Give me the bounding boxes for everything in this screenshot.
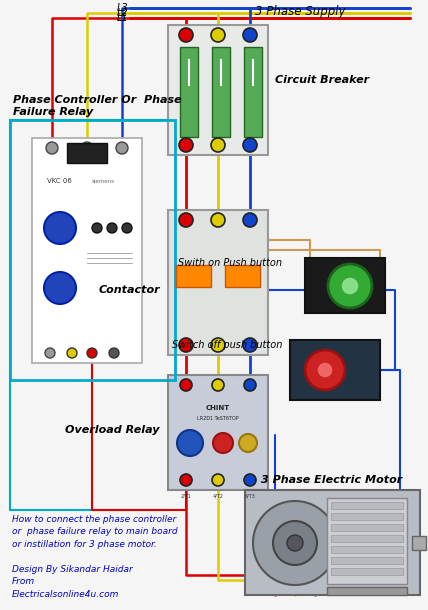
Text: How to connect the phase controller
or  phase failure relay to main board
or ins: How to connect the phase controller or p…	[12, 515, 178, 549]
Bar	[245, 490, 420, 595]
Circle shape	[244, 474, 256, 486]
Text: siemens: siemens	[92, 179, 115, 184]
Circle shape	[179, 213, 193, 227]
Circle shape	[213, 433, 233, 453]
Circle shape	[44, 272, 76, 304]
Circle shape	[107, 223, 117, 233]
Bar	[168, 375, 268, 490]
Text: 3 Phase Electric Motor: 3 Phase Electric Motor	[262, 475, 403, 485]
Circle shape	[211, 138, 225, 152]
Circle shape	[179, 28, 193, 42]
Circle shape	[243, 338, 257, 352]
Circle shape	[67, 348, 77, 358]
Circle shape	[81, 142, 93, 154]
Bar	[180, 47, 198, 137]
Circle shape	[180, 474, 192, 486]
Circle shape	[177, 430, 203, 456]
Bar	[327, 498, 407, 584]
Text: L2: L2	[116, 8, 128, 18]
Circle shape	[244, 379, 256, 391]
Circle shape	[243, 213, 257, 227]
Text: 3 Phase Supply: 3 Phase Supply	[255, 5, 345, 18]
Bar	[290, 340, 380, 400]
Circle shape	[287, 535, 303, 551]
Circle shape	[273, 521, 317, 565]
Circle shape	[317, 362, 333, 378]
Circle shape	[87, 348, 97, 358]
Circle shape	[243, 28, 257, 42]
Text: Design By Sikandar Haidar
From
Electricalsonline4u.com: Design By Sikandar Haidar From Electrica…	[12, 565, 133, 599]
Circle shape	[116, 142, 128, 154]
Text: Overload Relay: Overload Relay	[65, 425, 160, 435]
Bar	[327, 587, 407, 595]
Bar	[331, 546, 403, 553]
Bar	[331, 524, 403, 531]
Bar	[212, 47, 230, 137]
Circle shape	[109, 348, 119, 358]
Circle shape	[212, 379, 224, 391]
Text: VKC 06: VKC 06	[47, 178, 72, 184]
Bar	[412, 536, 426, 550]
Text: 4/T2: 4/T2	[213, 493, 223, 498]
Text: L1: L1	[116, 13, 128, 23]
Circle shape	[92, 223, 102, 233]
Bar	[331, 513, 403, 520]
Bar	[331, 568, 403, 575]
Bar	[32, 138, 142, 363]
Text: 2/T1: 2/T1	[181, 493, 191, 498]
Circle shape	[122, 223, 132, 233]
Circle shape	[179, 338, 193, 352]
Circle shape	[305, 350, 345, 390]
Circle shape	[243, 138, 257, 152]
Bar	[176, 265, 211, 287]
Text: LR2D1 TeST6TOP: LR2D1 TeST6TOP	[197, 416, 239, 421]
Circle shape	[179, 138, 193, 152]
Bar	[305, 258, 385, 313]
Circle shape	[239, 434, 257, 452]
Text: Switch off push button: Switch off push button	[172, 340, 282, 350]
Circle shape	[46, 142, 58, 154]
Circle shape	[341, 277, 359, 295]
Circle shape	[328, 264, 372, 308]
Bar	[331, 502, 403, 509]
Bar	[244, 47, 262, 137]
Bar	[67, 143, 107, 163]
Bar	[168, 25, 268, 155]
Text: Swith on Push button: Swith on Push button	[178, 258, 282, 268]
Bar	[331, 557, 403, 564]
Circle shape	[211, 213, 225, 227]
Circle shape	[45, 348, 55, 358]
Text: 6/T3: 6/T3	[244, 493, 256, 498]
Text: L3: L3	[116, 3, 128, 13]
Circle shape	[44, 212, 76, 244]
Circle shape	[211, 338, 225, 352]
Circle shape	[253, 501, 337, 585]
Bar	[168, 210, 268, 355]
Circle shape	[180, 379, 192, 391]
Bar	[225, 265, 260, 287]
Text: Phase Controller Or  Phase
Failure Relay: Phase Controller Or Phase Failure Relay	[13, 95, 181, 117]
Circle shape	[211, 28, 225, 42]
Circle shape	[212, 474, 224, 486]
Text: Circuit Breaker: Circuit Breaker	[275, 75, 369, 85]
Bar	[331, 535, 403, 542]
Text: Contactor: Contactor	[98, 285, 160, 295]
Text: CHINT: CHINT	[206, 405, 230, 411]
Bar	[10, 120, 175, 380]
